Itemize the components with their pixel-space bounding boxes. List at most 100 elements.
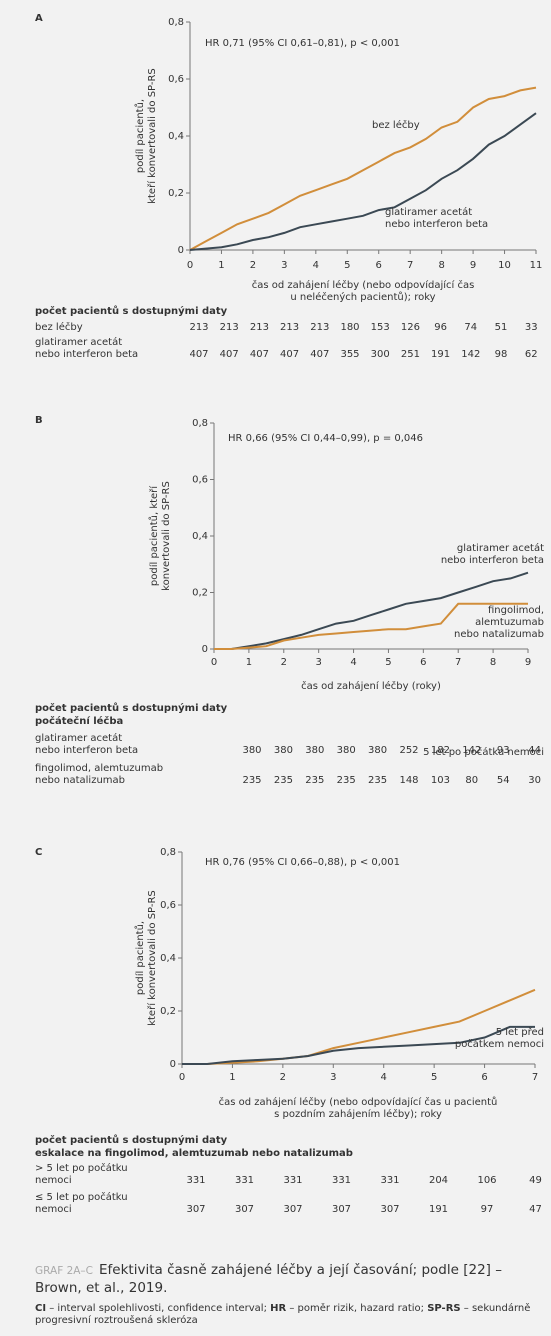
series-label-line: bez léčby xyxy=(372,119,420,131)
x-tick-label: 9 xyxy=(525,657,531,668)
risk-row-label-line: nebo interferon beta xyxy=(35,745,138,756)
risk-count: 191 xyxy=(429,1204,448,1215)
risk-row-label-line: nebo natalizumab xyxy=(35,775,125,786)
x-axis-label-line: s pozdním zahájením léčby); roky xyxy=(274,1108,442,1120)
caption-label: GRAF 2A–C xyxy=(35,1265,94,1277)
risk-count: 98 xyxy=(495,349,508,360)
risk-count: 307 xyxy=(186,1204,205,1215)
risk-count: 142 xyxy=(462,745,481,756)
risk-count: 331 xyxy=(380,1175,399,1186)
risk-count: 44 xyxy=(528,745,541,756)
risk-row-label-line: fingolimod, alemtuzumab xyxy=(35,763,163,774)
caption-text: GRAF 2A–C Efektivita časně zahájené léčby… xyxy=(35,1262,543,1297)
x-tick-label: 1 xyxy=(218,260,224,271)
risk-count: 33 xyxy=(525,322,538,333)
risk-count: 62 xyxy=(525,349,538,360)
risk-count: 96 xyxy=(434,322,447,333)
series-label: glatiramer acetát nebo interferon beta xyxy=(385,206,488,230)
panel-letter: C xyxy=(35,847,42,858)
risk-count: 191 xyxy=(431,349,450,360)
risk-row-label: glatiramer acetát nebo interferon beta xyxy=(35,732,138,756)
panel-letter: B xyxy=(35,415,43,426)
y-axis-label-line: konvertovali do SP-RS xyxy=(161,481,172,591)
abbr: CI xyxy=(35,1303,47,1314)
footnote: CI – interval spolehlivosti, confidence … xyxy=(35,1303,543,1327)
series-label-line: nebo interferon beta xyxy=(385,219,488,230)
abbr-text: – interval spolehlivosti, confidence int… xyxy=(46,1303,271,1314)
risk-row-label: fingolimod, alemtuzumab nebo natalizumab xyxy=(35,763,163,786)
risk-count: 47 xyxy=(529,1204,542,1215)
series-label-line: glatiramer acetát xyxy=(385,206,472,218)
risk-count: 106 xyxy=(477,1175,496,1186)
series-label-line: 5 let po počátku nemoci xyxy=(423,746,544,758)
x-tick-label: 5 xyxy=(385,657,391,668)
risk-row-label: glatiramer acetát nebo interferon beta xyxy=(35,336,138,360)
risk-count: 213 xyxy=(310,322,329,333)
risk-count: 307 xyxy=(332,1204,351,1215)
risk-count: 380 xyxy=(274,745,293,756)
series-label-line: glatiramer acetát xyxy=(457,542,544,554)
x-tick-label: 5 xyxy=(344,260,350,271)
risk-row-label: > 5 let po počátku nemoci xyxy=(35,1162,128,1186)
x-tick-label: 4 xyxy=(313,260,319,271)
series-label: bez léčby xyxy=(372,119,420,131)
x-tick-label: 0 xyxy=(211,657,217,668)
risk-count: 213 xyxy=(280,322,299,333)
risk-count: 213 xyxy=(189,322,208,333)
risk-count: 235 xyxy=(242,775,261,786)
x-axis-label-line: čas od zahájení léčby (nebo odpovídající… xyxy=(219,1096,498,1108)
risk-subtitle: eskalace na fingolimod, alemtuzumab nebo… xyxy=(35,1148,353,1159)
risk-row-label-line: ≤ 5 let po počátku xyxy=(35,1191,128,1203)
x-tick-label: 7 xyxy=(532,1072,538,1083)
risk-count: 407 xyxy=(189,349,208,360)
annotation: HR 0,71 (95% CI 0,61–0,81), p < 0,001 xyxy=(205,38,400,49)
risk-count: 51 xyxy=(495,322,508,333)
x-tick-label: 1 xyxy=(246,657,252,668)
risk-count: 380 xyxy=(337,745,356,756)
y-tick-label: 0,8 xyxy=(168,17,184,28)
risk-count: 49 xyxy=(529,1175,542,1186)
risk-count: 97 xyxy=(481,1204,494,1215)
x-tick-label: 6 xyxy=(376,260,382,271)
risk-count: 182 xyxy=(431,745,450,756)
x-axis-label: čas od zahájení léčby (nebo odpovídající… xyxy=(252,279,475,303)
risk-title: počet pacientů s dostupnými daty xyxy=(35,304,228,317)
risk-count: 251 xyxy=(401,349,420,360)
y-tick-label: 0 xyxy=(178,245,184,256)
risk-row-label-line: nemoci xyxy=(35,1204,72,1215)
risk-row-label-line: nebo interferon beta xyxy=(35,349,138,360)
risk-row-label: bez léčby xyxy=(35,321,83,333)
x-tick-label: 9 xyxy=(470,260,476,271)
risk-count: 235 xyxy=(274,775,293,786)
risk-count: 153 xyxy=(371,322,390,333)
series-label-line: alemtuzumab xyxy=(475,617,544,628)
y-axis-label: podíl pacientů, kteříkonvertovali do SP-… xyxy=(148,481,172,591)
x-tick-label: 7 xyxy=(407,260,413,271)
caption-body: Efektivita časně zahájené léčby a její č… xyxy=(35,1262,502,1296)
series-label-line: počátkem nemoci xyxy=(455,1038,544,1050)
y-axis-label: podíl pacientů,kteří konvertovali do SP-… xyxy=(134,68,158,204)
x-tick-label: 3 xyxy=(281,260,287,271)
y-tick-label: 0,2 xyxy=(160,1006,176,1017)
risk-count: 331 xyxy=(186,1175,205,1186)
risk-count: 331 xyxy=(332,1175,351,1186)
x-tick-label: 4 xyxy=(381,1072,387,1083)
x-tick-label: 6 xyxy=(420,657,426,668)
risk-count: 300 xyxy=(371,349,390,360)
series-label-line: 5 let před xyxy=(496,1026,544,1038)
risk-count: 235 xyxy=(305,775,324,786)
series-label-line: nebo natalizumab xyxy=(454,629,544,640)
risk-count: 380 xyxy=(242,745,261,756)
risk-row-label-line: bez léčby xyxy=(35,321,83,333)
risk-count: 204 xyxy=(429,1175,448,1186)
risk-row-label-line: glatiramer acetát xyxy=(35,336,122,348)
abbr-text: – poměr rizik, hazard ratio; xyxy=(286,1303,428,1314)
y-tick-label: 0,4 xyxy=(168,131,184,142)
series-label: glatiramer acetát nebo interferon beta xyxy=(441,542,544,566)
caption: GRAF 2A–C Efektivita časně zahájené léčby… xyxy=(35,1262,543,1327)
y-tick-label: 0,4 xyxy=(160,953,176,964)
risk-count: 407 xyxy=(250,349,269,360)
x-tick-label: 8 xyxy=(438,260,444,271)
risk-count: 93 xyxy=(497,745,510,756)
risk-count: 331 xyxy=(235,1175,254,1186)
